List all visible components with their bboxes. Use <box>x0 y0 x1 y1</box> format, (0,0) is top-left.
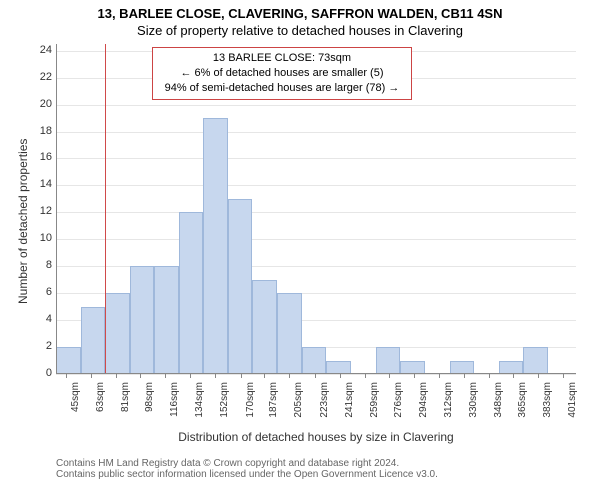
grid-line <box>56 212 576 213</box>
x-tick-mark <box>264 374 265 378</box>
x-tick-label: 152sqm <box>219 382 230 422</box>
x-tick-mark <box>140 374 141 378</box>
x-tick-label: 187sqm <box>268 382 279 422</box>
y-tick-label: 10 <box>22 232 52 244</box>
x-tick-label: 383sqm <box>542 382 553 422</box>
histogram-bar <box>105 293 130 374</box>
histogram-bar <box>81 307 105 374</box>
y-tick-label: 20 <box>22 98 52 110</box>
footer-attribution: Contains HM Land Registry data © Crown c… <box>56 458 438 480</box>
x-tick-mark <box>215 374 216 378</box>
reference-line <box>105 44 106 374</box>
grid-line <box>56 158 576 159</box>
grid-line <box>56 132 576 133</box>
histogram-bar <box>523 347 548 374</box>
x-tick-mark <box>439 374 440 378</box>
reference-info-box: 13 BARLEE CLOSE: 73sqm← 6% of detached h… <box>152 47 412 100</box>
histogram-bar <box>179 212 203 374</box>
footer-line-1: Contains HM Land Registry data © Crown c… <box>56 458 438 469</box>
x-tick-mark <box>91 374 92 378</box>
x-tick-label: 98sqm <box>144 382 155 422</box>
y-tick-label: 24 <box>22 44 52 56</box>
x-tick-mark <box>116 374 117 378</box>
infobox-line: 94% of semi-detached houses are larger (… <box>159 81 405 96</box>
y-tick-label: 4 <box>22 313 52 325</box>
x-tick-mark <box>289 374 290 378</box>
x-tick-mark <box>414 374 415 378</box>
histogram-bar <box>228 199 252 374</box>
x-tick-label: 294sqm <box>418 382 429 422</box>
x-tick-label: 348sqm <box>493 382 504 422</box>
x-tick-mark <box>489 374 490 378</box>
histogram-bar <box>376 347 400 374</box>
x-tick-mark <box>315 374 316 378</box>
x-tick-mark <box>165 374 166 378</box>
histogram-bar <box>130 266 154 374</box>
histogram-bar <box>154 266 179 374</box>
x-tick-label: 81sqm <box>120 382 131 422</box>
grid-line <box>56 239 576 240</box>
histogram-bar <box>302 347 326 374</box>
histogram-bar <box>56 347 81 374</box>
y-tick-label: 0 <box>22 367 52 379</box>
y-tick-label: 18 <box>22 125 52 137</box>
y-tick-label: 16 <box>22 151 52 163</box>
grid-line <box>56 185 576 186</box>
histogram-bar <box>499 361 523 374</box>
x-tick-label: 170sqm <box>245 382 256 422</box>
x-tick-label: 312sqm <box>443 382 454 422</box>
x-tick-label: 134sqm <box>194 382 205 422</box>
x-tick-label: 259sqm <box>369 382 380 422</box>
x-tick-label: 330sqm <box>468 382 479 422</box>
x-tick-mark <box>190 374 191 378</box>
y-tick-label: 14 <box>22 178 52 190</box>
x-tick-label: 223sqm <box>319 382 330 422</box>
grid-line <box>56 374 576 375</box>
y-tick-label: 2 <box>22 340 52 352</box>
x-tick-label: 63sqm <box>95 382 106 422</box>
x-tick-mark <box>389 374 390 378</box>
y-tick-label: 8 <box>22 259 52 271</box>
histogram-bar <box>252 280 277 374</box>
y-axis-line <box>56 44 57 374</box>
x-tick-label: 276sqm <box>393 382 404 422</box>
y-tick-label: 6 <box>22 286 52 298</box>
x-tick-label: 45sqm <box>70 382 81 422</box>
histogram-bar <box>400 361 425 374</box>
x-tick-mark <box>340 374 341 378</box>
y-tick-label: 22 <box>22 71 52 83</box>
histogram-chart: 13 BARLEE CLOSE: 73sqm← 6% of detached h… <box>56 44 576 374</box>
footer-line-2: Contains public sector information licen… <box>56 469 438 480</box>
x-tick-mark <box>365 374 366 378</box>
x-tick-mark <box>538 374 539 378</box>
x-tick-label: 116sqm <box>169 382 180 422</box>
x-tick-label: 241sqm <box>344 382 355 422</box>
histogram-bar <box>277 293 302 374</box>
infobox-line: ← 6% of detached houses are smaller (5) <box>159 66 405 81</box>
x-axis-line <box>56 373 576 374</box>
x-tick-mark <box>66 374 67 378</box>
x-tick-mark <box>464 374 465 378</box>
x-tick-mark <box>563 374 564 378</box>
x-tick-mark <box>513 374 514 378</box>
x-tick-label: 401sqm <box>567 382 578 422</box>
histogram-bar <box>450 361 474 374</box>
x-tick-mark <box>241 374 242 378</box>
x-tick-label: 365sqm <box>517 382 528 422</box>
grid-line <box>56 105 576 106</box>
x-axis-label: Distribution of detached houses by size … <box>56 430 576 444</box>
page-subtitle: Size of property relative to detached ho… <box>0 21 600 38</box>
x-tick-label: 205sqm <box>293 382 304 422</box>
histogram-bar <box>203 118 228 374</box>
infobox-line: 13 BARLEE CLOSE: 73sqm <box>159 51 405 66</box>
page-title: 13, BARLEE CLOSE, CLAVERING, SAFFRON WAL… <box>0 0 600 21</box>
y-tick-label: 12 <box>22 205 52 217</box>
histogram-bar <box>326 361 351 374</box>
